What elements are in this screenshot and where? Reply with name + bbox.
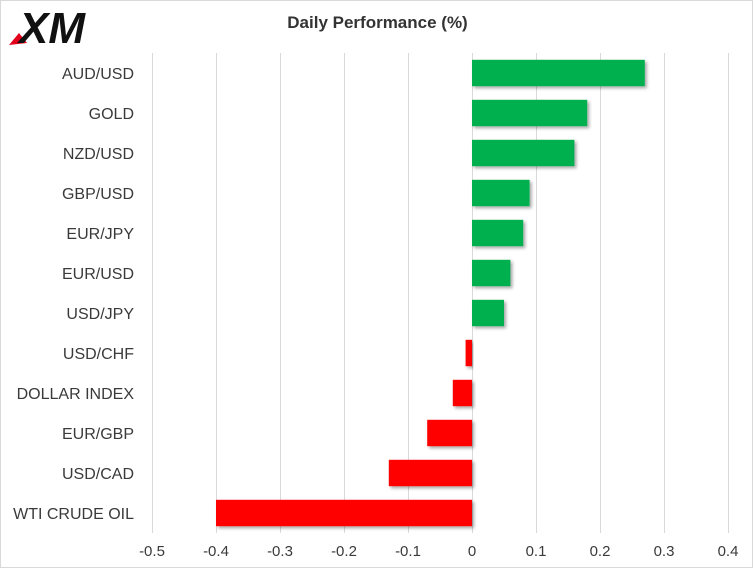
x-tick-label: 0.1 — [526, 543, 547, 560]
category-label: USD/CHF — [63, 346, 134, 363]
bar — [472, 179, 530, 207]
x-tick-label: -0.2 — [331, 543, 357, 560]
xm-logo: XM — [9, 4, 86, 47]
category-label: NZD/USD — [63, 146, 134, 163]
x-tick-label: 0.3 — [654, 543, 675, 560]
bar — [427, 419, 472, 447]
bar — [472, 139, 575, 167]
bar — [452, 379, 472, 407]
category-label: AUD/USD — [62, 66, 134, 83]
category-label: GOLD — [89, 106, 134, 123]
x-tick-label: -0.5 — [139, 543, 165, 560]
category-label: USD/CAD — [62, 466, 134, 483]
category-label: WTI CRUDE OIL — [13, 506, 134, 523]
category-label: DOLLAR INDEX — [17, 386, 135, 403]
svg-text:XM: XM — [16, 4, 86, 47]
category-label: EUR/USD — [62, 266, 134, 283]
bar — [472, 219, 524, 247]
bar — [465, 339, 472, 367]
x-tick-label: 0.4 — [718, 543, 739, 560]
x-tick-label: -0.3 — [267, 543, 293, 560]
category-label: GBP/USD — [62, 186, 134, 203]
x-tick-label: -0.4 — [203, 543, 229, 560]
bar — [472, 99, 588, 127]
bar — [472, 59, 645, 87]
bar — [472, 259, 511, 287]
x-tick-label: 0 — [468, 543, 476, 560]
x-tick-label: 0.2 — [590, 543, 611, 560]
category-label: EUR/JPY — [66, 226, 134, 243]
bar — [216, 499, 472, 527]
chart-title: Daily Performance (%) — [287, 13, 468, 32]
category-label: EUR/GBP — [62, 426, 134, 443]
bar — [388, 459, 472, 487]
x-tick-label: -0.1 — [395, 543, 421, 560]
category-label: USD/JPY — [66, 306, 134, 323]
bar — [472, 299, 504, 327]
